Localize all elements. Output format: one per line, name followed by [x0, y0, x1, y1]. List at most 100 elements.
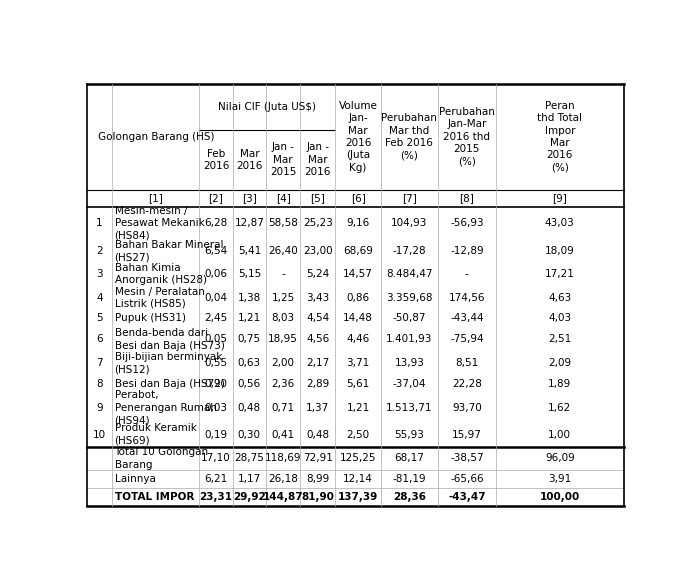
Text: -17,28: -17,28: [393, 246, 426, 256]
Text: 23,00: 23,00: [303, 246, 333, 256]
Text: 0,05: 0,05: [204, 335, 227, 345]
Text: 0,71: 0,71: [272, 403, 295, 413]
Text: Pupuk (HS31): Pupuk (HS31): [114, 314, 186, 323]
Text: [8]: [8]: [459, 193, 474, 203]
Text: Jan -
Mar
2015: Jan - Mar 2015: [270, 142, 297, 178]
Text: 17,21: 17,21: [545, 270, 574, 280]
Text: -43,47: -43,47: [448, 492, 486, 502]
Text: 9: 9: [96, 403, 103, 413]
Text: [3]: [3]: [242, 193, 257, 203]
Text: 0,41: 0,41: [272, 430, 295, 440]
Text: 0,56: 0,56: [238, 379, 261, 389]
Text: 58,58: 58,58: [268, 218, 298, 229]
Text: 104,93: 104,93: [392, 218, 428, 229]
Text: -: -: [281, 270, 285, 280]
Text: 7: 7: [96, 358, 103, 368]
Text: 55,93: 55,93: [394, 430, 424, 440]
Text: [9]: [9]: [552, 193, 568, 203]
Text: 8,03: 8,03: [272, 314, 295, 323]
Text: Bahan Bakar Mineral
(HS27): Bahan Bakar Mineral (HS27): [114, 240, 223, 263]
Text: 125,25: 125,25: [340, 454, 376, 464]
Text: 0,86: 0,86: [346, 293, 369, 303]
Text: 3,91: 3,91: [548, 474, 572, 484]
Text: 1,17: 1,17: [238, 474, 261, 484]
Text: [4]: [4]: [276, 193, 290, 203]
Text: -43,44: -43,44: [450, 314, 484, 323]
Text: Benda-benda dari
Besi dan Baja (HS73): Benda-benda dari Besi dan Baja (HS73): [114, 328, 225, 350]
Text: 1,37: 1,37: [306, 403, 329, 413]
Text: Produk Keramik
(HS69): Produk Keramik (HS69): [114, 424, 196, 446]
Text: 6,28: 6,28: [204, 218, 228, 229]
Text: 5,61: 5,61: [346, 379, 370, 389]
Text: -12,89: -12,89: [450, 246, 484, 256]
Text: 0,03: 0,03: [204, 403, 227, 413]
Text: 100,00: 100,00: [540, 492, 580, 502]
Text: 118,69: 118,69: [265, 454, 301, 464]
Text: 0,48: 0,48: [238, 403, 261, 413]
Text: 0,63: 0,63: [238, 358, 261, 368]
Text: 2,50: 2,50: [346, 430, 369, 440]
Text: 1.513,71: 1.513,71: [386, 403, 432, 413]
Text: Perubahan
Jan-Mar
2016 thd
2015
(%): Perubahan Jan-Mar 2016 thd 2015 (%): [439, 107, 495, 166]
Text: 5,24: 5,24: [306, 270, 329, 280]
Text: 23,31: 23,31: [200, 492, 233, 502]
Text: 18,09: 18,09: [545, 246, 574, 256]
Text: 1,38: 1,38: [238, 293, 261, 303]
Text: 12,14: 12,14: [343, 474, 373, 484]
Text: 8.484,47: 8.484,47: [386, 270, 432, 280]
Text: 6,21: 6,21: [204, 474, 228, 484]
Text: 1,25: 1,25: [272, 293, 295, 303]
Text: Total 10 Golongan
Barang: Total 10 Golongan Barang: [114, 447, 209, 469]
Text: 13,93: 13,93: [394, 358, 424, 368]
Text: -75,94: -75,94: [450, 335, 484, 345]
Text: 6: 6: [96, 335, 103, 345]
Text: Lainnya: Lainnya: [114, 474, 155, 484]
Text: 96,09: 96,09: [545, 454, 574, 464]
Text: 14,57: 14,57: [343, 270, 373, 280]
Text: 8,99: 8,99: [306, 474, 329, 484]
Text: Mar
2016: Mar 2016: [236, 149, 263, 171]
Text: 8: 8: [96, 379, 103, 389]
Text: 1.401,93: 1.401,93: [386, 335, 432, 345]
Text: 81,90: 81,90: [301, 492, 334, 502]
Text: 9,16: 9,16: [346, 218, 370, 229]
Text: 68,17: 68,17: [394, 454, 424, 464]
Text: 2,45: 2,45: [204, 314, 228, 323]
Text: [1]: [1]: [148, 193, 164, 203]
Text: 26,40: 26,40: [268, 246, 298, 256]
Text: 3.359,68: 3.359,68: [386, 293, 432, 303]
Text: 68,69: 68,69: [343, 246, 373, 256]
Text: 3,71: 3,71: [346, 358, 370, 368]
Text: Jan -
Mar
2016: Jan - Mar 2016: [305, 142, 331, 178]
Text: -37,04: -37,04: [393, 379, 426, 389]
Text: 2,36: 2,36: [272, 379, 295, 389]
Text: 5: 5: [96, 314, 103, 323]
Text: -: -: [465, 270, 468, 280]
Text: 174,56: 174,56: [448, 293, 485, 303]
Text: 5,41: 5,41: [238, 246, 261, 256]
Text: Biji-bijian berminyak
(HS12): Biji-bijian berminyak (HS12): [114, 352, 222, 374]
Text: 1,21: 1,21: [238, 314, 261, 323]
Text: 10: 10: [93, 430, 106, 440]
Text: Mesin / Peralatan
Listrik (HS85): Mesin / Peralatan Listrik (HS85): [114, 287, 204, 309]
Text: 137,39: 137,39: [338, 492, 378, 502]
Text: 4,03: 4,03: [548, 314, 571, 323]
Text: 0,06: 0,06: [204, 270, 227, 280]
Text: 43,03: 43,03: [545, 218, 574, 229]
Text: 28,75: 28,75: [234, 454, 264, 464]
Text: 15,97: 15,97: [452, 430, 482, 440]
Text: 72,91: 72,91: [303, 454, 333, 464]
Text: -56,93: -56,93: [450, 218, 484, 229]
Text: Peran
thd Total
Impor
Mar
2016
(%): Peran thd Total Impor Mar 2016 (%): [537, 101, 582, 173]
Text: 2: 2: [96, 246, 103, 256]
Text: 4,54: 4,54: [306, 314, 329, 323]
Text: 12,87: 12,87: [234, 218, 264, 229]
Text: Volume
Jan-
Mar
2016
(Juta
Kg): Volume Jan- Mar 2016 (Juta Kg): [339, 101, 378, 173]
Text: 22,28: 22,28: [452, 379, 482, 389]
Text: 1,89: 1,89: [548, 379, 572, 389]
Text: 2,00: 2,00: [272, 358, 295, 368]
Text: Feb
2016: Feb 2016: [203, 149, 229, 171]
Text: Golongan Barang (HS): Golongan Barang (HS): [98, 132, 214, 142]
Text: -65,66: -65,66: [450, 474, 484, 484]
Text: 4,46: 4,46: [346, 335, 370, 345]
